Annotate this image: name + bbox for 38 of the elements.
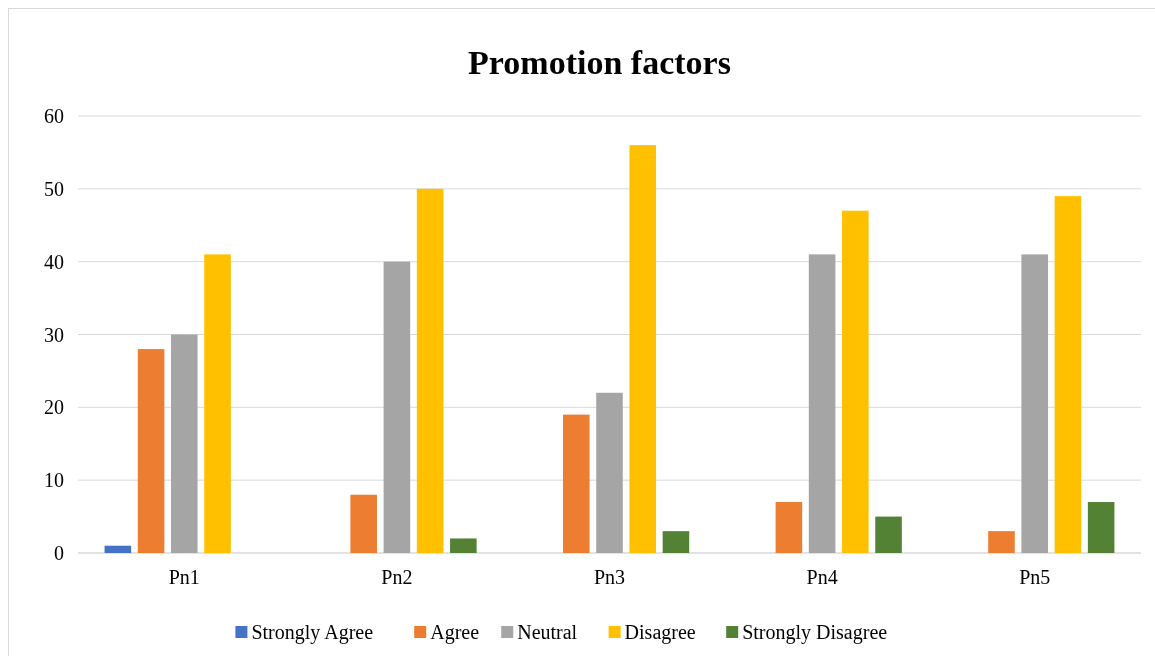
bar: [596, 392, 623, 553]
bar: [350, 494, 377, 553]
x-tick-label: Pn3: [593, 566, 626, 588]
y-tick-label: 20: [44, 396, 64, 419]
bar: [562, 414, 590, 553]
legend-label: Disagree: [624, 621, 696, 644]
y-tick-label: 40: [44, 250, 64, 273]
bar: [137, 349, 165, 553]
bar: [988, 531, 1015, 553]
bar: [662, 531, 690, 553]
y-tick-label: 60: [44, 105, 64, 127]
bar: [383, 261, 411, 553]
legend-label: Neutral: [517, 621, 578, 643]
y-tick-label: 30: [44, 323, 64, 346]
legend-label: Strongly Agree: [251, 621, 374, 644]
chart-title: Promotion factors: [468, 44, 731, 81]
bar: [104, 545, 132, 553]
x-tick-label: Pn4: [806, 566, 838, 588]
x-tick-label: Pn2: [381, 566, 413, 588]
bar: [204, 254, 231, 553]
legend-label: Strongly Disagree: [742, 621, 888, 644]
y-tick-label: 50: [44, 177, 64, 200]
bar: [808, 254, 836, 553]
bar: [629, 145, 657, 553]
bar: [450, 538, 477, 553]
bar: [1087, 502, 1115, 553]
bar: [416, 188, 444, 553]
bar: [171, 334, 198, 553]
bar: [1021, 254, 1048, 553]
x-tick-label: Pn1: [168, 566, 200, 588]
legend-label: Agree: [430, 621, 480, 644]
y-tick-label: 0: [54, 542, 64, 564]
bar: [1054, 196, 1082, 553]
bar: [875, 516, 902, 553]
y-tick-label: 10: [44, 469, 64, 492]
x-tick-label: Pn5: [1019, 566, 1051, 588]
bar: [775, 502, 803, 553]
bar: [842, 210, 869, 553]
